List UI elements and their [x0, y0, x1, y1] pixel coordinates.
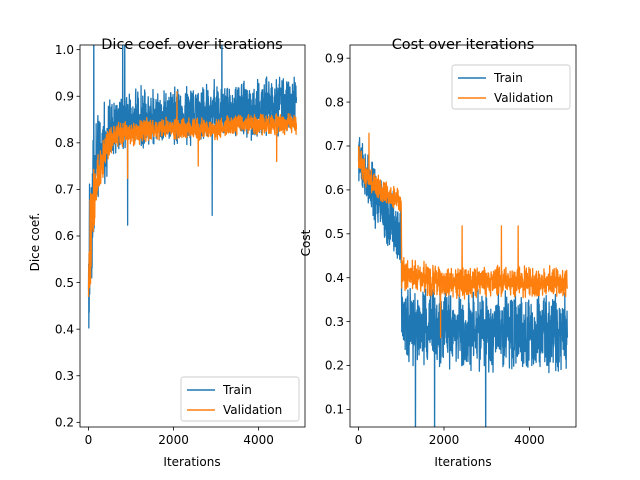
dice-chart-series-validation-line [87, 90, 298, 297]
cost-chart-ytick-label: 0.2 [325, 359, 344, 373]
dice-chart-frame [79, 44, 306, 428]
cost-chart-xlabel: Iterations [434, 455, 491, 469]
dice-chart-legend-label-validation: Validation [223, 403, 282, 417]
dice-chart-ytick-label: 1.0 [55, 43, 74, 57]
dice-chart-ytick-label: 0.8 [55, 136, 74, 150]
cost-chart-ytick-label: 0.5 [325, 227, 344, 241]
cost-chart-ylabel: Cost [299, 229, 313, 256]
cost-chart-legend-label-validation: Validation [494, 91, 553, 105]
dice-chart-ytick-label: 0.4 [55, 322, 74, 336]
cost-chart: Cost over iterations Iterations Cost 0 20… [299, 37, 577, 469]
cost-chart-ytick-label: 0.9 [325, 51, 344, 65]
cost-chart-xtick-label: 0 [355, 433, 363, 447]
cost-chart-xtick-label: 2000 [429, 433, 460, 447]
cost-chart-ytick-label: 0.6 [325, 183, 344, 197]
dice-chart-ytick-label: 0.3 [55, 369, 74, 383]
dice-chart-legend-label-train: Train [222, 383, 252, 397]
dice-chart-legend: Train Validation [180, 376, 300, 422]
dice-chart-ytick-label: 0.9 [55, 89, 74, 103]
cost-chart-series [357, 132, 569, 427]
cost-chart-ytick-label: 0.3 [325, 315, 344, 329]
cost-chart-ticks: 0 2000 4000 0.1 0.2 0.3 0.4 0.5 0.6 0.7 0.8 0.9 [325, 51, 545, 447]
dice-chart: Dice coef. over iterations Iterations Di… [28, 37, 306, 469]
dice-chart-ylabel: Dice coef. [28, 213, 42, 272]
dice-chart-ytick-label: 0.2 [55, 416, 74, 430]
dice-chart-xtick-label: 4000 [243, 433, 274, 447]
cost-chart-ytick-label: 0.4 [325, 271, 344, 285]
cost-chart-legend: Train Validation [451, 64, 571, 110]
dice-chart-xtick-label: 2000 [158, 433, 189, 447]
dice-chart-ytick-label: 0.5 [55, 276, 74, 290]
dice-chart-xlabel: Iterations [163, 455, 220, 469]
cost-chart-ytick-label: 0.1 [325, 403, 344, 417]
dice-chart-xtick-label: 0 [85, 433, 93, 447]
cost-chart-frame [349, 44, 577, 428]
cost-chart-series-validation-line [357, 132, 569, 339]
dice-chart-series [87, 45, 298, 329]
cost-chart-xtick-label: 4000 [514, 433, 545, 447]
dice-chart-ytick-label: 0.7 [55, 183, 74, 197]
dice-chart-ytick-label: 0.6 [55, 229, 74, 243]
dice-chart-ticks: 0 2000 4000 0.2 0.3 0.4 0.5 0.6 0.7 0.8 0.9 1.0 [55, 43, 274, 447]
cost-chart-legend-label-train: Train [493, 71, 523, 85]
cost-chart-ytick-label: 0.7 [325, 139, 344, 153]
cost-chart-ytick-label: 0.8 [325, 95, 344, 109]
